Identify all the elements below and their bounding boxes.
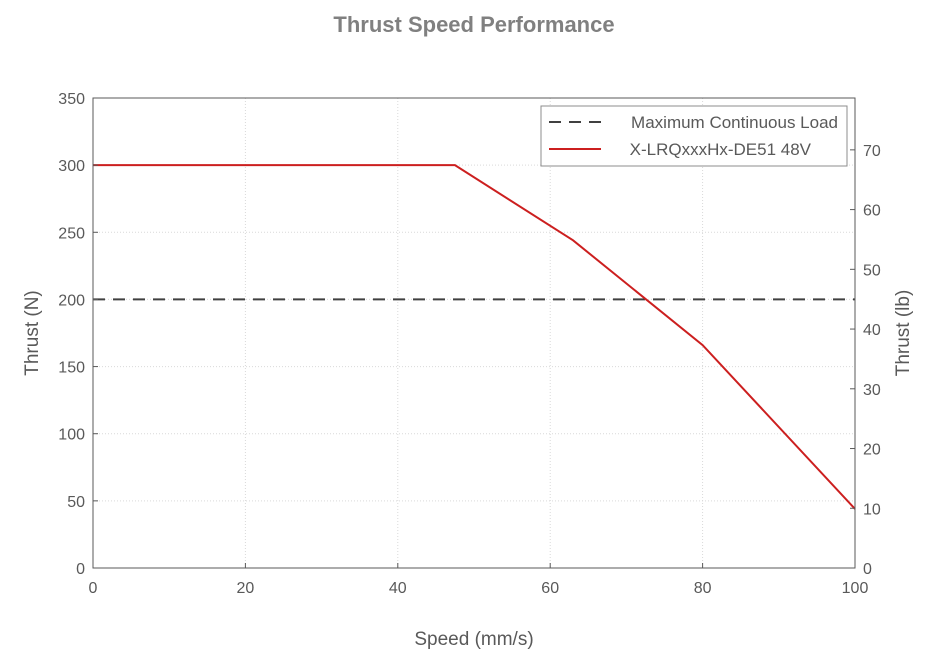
x-tick-label: 40 bbox=[389, 580, 407, 597]
series-line-actuator-48v bbox=[93, 164, 856, 510]
y-tick-label: 100 bbox=[58, 427, 85, 444]
y2-axis-label: Thrust (lb) bbox=[893, 290, 914, 377]
y-tick-label: 150 bbox=[58, 360, 85, 377]
y-tick-label: 350 bbox=[58, 91, 85, 108]
series-layer bbox=[93, 164, 856, 510]
grid bbox=[93, 98, 855, 568]
legend-entry-max-continuous-load: Maximum Continuous Load bbox=[631, 113, 838, 132]
x-tick-label: 0 bbox=[89, 580, 98, 597]
y-tick-label: 200 bbox=[58, 292, 85, 309]
y2-tick-label: 10 bbox=[863, 501, 881, 518]
y2-tick-label: 60 bbox=[863, 203, 881, 220]
x-axis: 0 20 40 60 80 100 bbox=[89, 563, 869, 597]
legend: Maximum Continuous Load X-LRQxxxHx-DE51 … bbox=[540, 105, 848, 167]
y-axis-left: 0 50 100 150 200 250 300 350 bbox=[58, 91, 98, 578]
y-axis-label: Thrust (N) bbox=[22, 290, 43, 376]
y2-tick-label: 0 bbox=[863, 561, 872, 578]
y-tick-label: 0 bbox=[76, 561, 85, 578]
x-tick-label: 80 bbox=[694, 580, 712, 597]
y-tick-label: 50 bbox=[67, 494, 85, 511]
y2-tick-label: 50 bbox=[863, 262, 881, 279]
y2-tick-label: 20 bbox=[863, 442, 881, 459]
x-axis-label: Speed (mm/s) bbox=[414, 629, 533, 650]
x-tick-label: 20 bbox=[237, 580, 255, 597]
y-tick-label: 300 bbox=[58, 158, 85, 175]
y-tick-label: 250 bbox=[58, 225, 85, 242]
y2-tick-label: 40 bbox=[863, 322, 881, 339]
legend-box bbox=[540, 105, 848, 167]
x-tick-label: 60 bbox=[541, 580, 559, 597]
y-axis-right: 0 10 20 30 40 50 60 70 bbox=[850, 143, 881, 578]
chart-title: Thrust Speed Performance bbox=[333, 12, 614, 37]
legend-entry-actuator-48v: X-LRQxxxHx-DE51 48V bbox=[630, 140, 812, 159]
x-tick-label: 100 bbox=[842, 580, 869, 597]
plot-frame bbox=[92, 97, 856, 569]
y2-tick-label: 30 bbox=[863, 382, 881, 399]
y2-tick-label: 70 bbox=[863, 143, 881, 160]
